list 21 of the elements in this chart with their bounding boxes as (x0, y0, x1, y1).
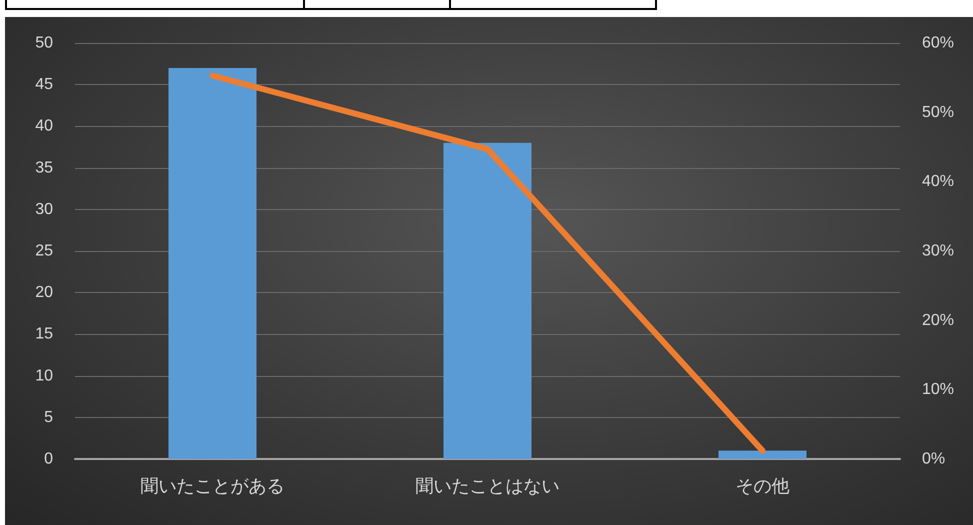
y2-tick-label: 40% (922, 173, 954, 190)
y-tick-label: 50 (35, 34, 54, 52)
y2-tick-label: 20% (922, 312, 954, 329)
x-tick-label: 聞いたことはない (416, 476, 560, 496)
y2-tick-label: 30% (922, 242, 954, 260)
y2-tick-label: 10% (922, 381, 954, 398)
y-tick-label: 5 (44, 408, 54, 426)
x-tick-label: その他 (736, 476, 790, 496)
y-tick-label: 10 (35, 367, 54, 384)
y-tick-label: 30 (35, 200, 54, 218)
y-tick-label: 0 (44, 450, 54, 468)
y2-tick-label: 0% (922, 450, 946, 468)
y-tick-label: 20 (35, 284, 54, 302)
y-tick-label: 45 (35, 76, 54, 94)
y-tick-label: 40 (35, 118, 54, 135)
y2-tick-label: 60% (922, 34, 954, 52)
y-tick-label: 25 (35, 242, 54, 260)
y-tick-label: 15 (35, 326, 54, 343)
x-tick-label: 聞いたことがある (140, 476, 284, 496)
y2-tick-label: 50% (922, 104, 954, 121)
y-tick-label: 35 (35, 159, 54, 176)
